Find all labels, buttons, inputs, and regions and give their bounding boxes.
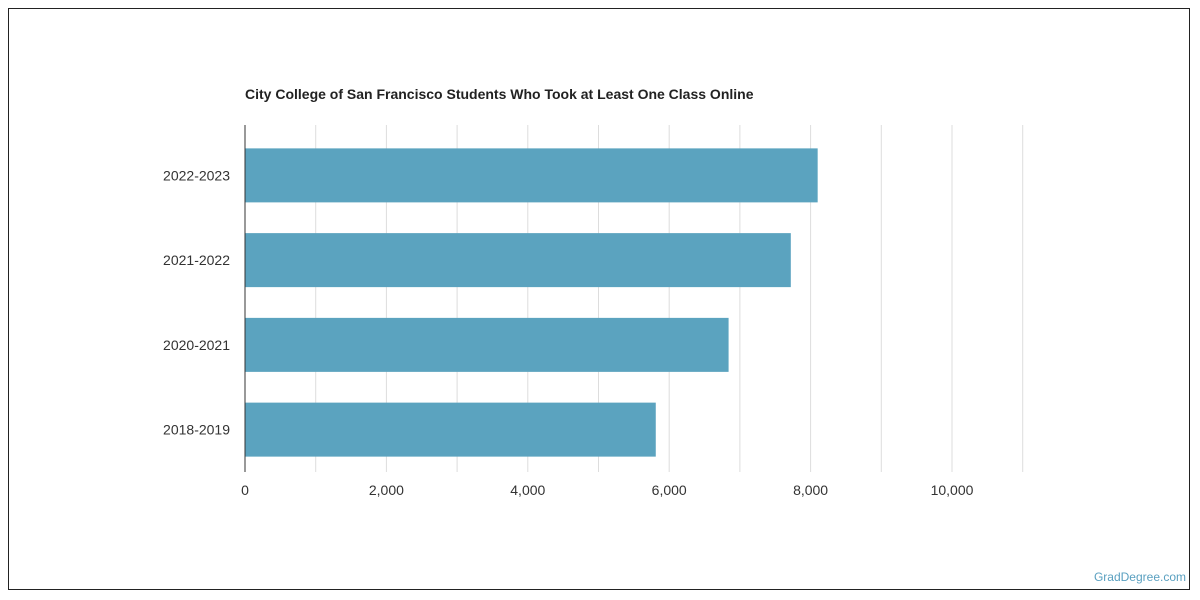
y-tick-label: 2018-2019 [163,422,230,438]
bars [245,148,818,457]
bar-2021-2022[interactable] [245,233,791,288]
source-credit[interactable]: GradDegree.com [1093,570,1186,584]
y-tick-label: 2020-2021 [163,337,230,353]
x-tick-label: 4,000 [510,482,545,498]
bar-2018-2019[interactable] [245,402,656,457]
x-tick-label: 0 [241,482,249,498]
x-tick-label: 10,000 [931,482,974,498]
y-tick-label: 2021-2022 [163,252,230,268]
bar-2022-2023[interactable] [245,148,818,203]
x-axis-labels: 0 2,000 4,000 6,000 8,000 10,000 [241,482,974,498]
x-tick-label: 8,000 [793,482,828,498]
y-tick-label: 2022-2023 [163,167,230,183]
x-tick-label: 2,000 [369,482,404,498]
bar-2020-2021[interactable] [245,317,729,372]
x-tick-label: 6,000 [652,482,687,498]
chart-title: City College of San Francisco Students W… [245,86,754,102]
y-axis-labels: 2022-2023 2021-2022 2020-2021 2018-2019 [163,167,230,437]
